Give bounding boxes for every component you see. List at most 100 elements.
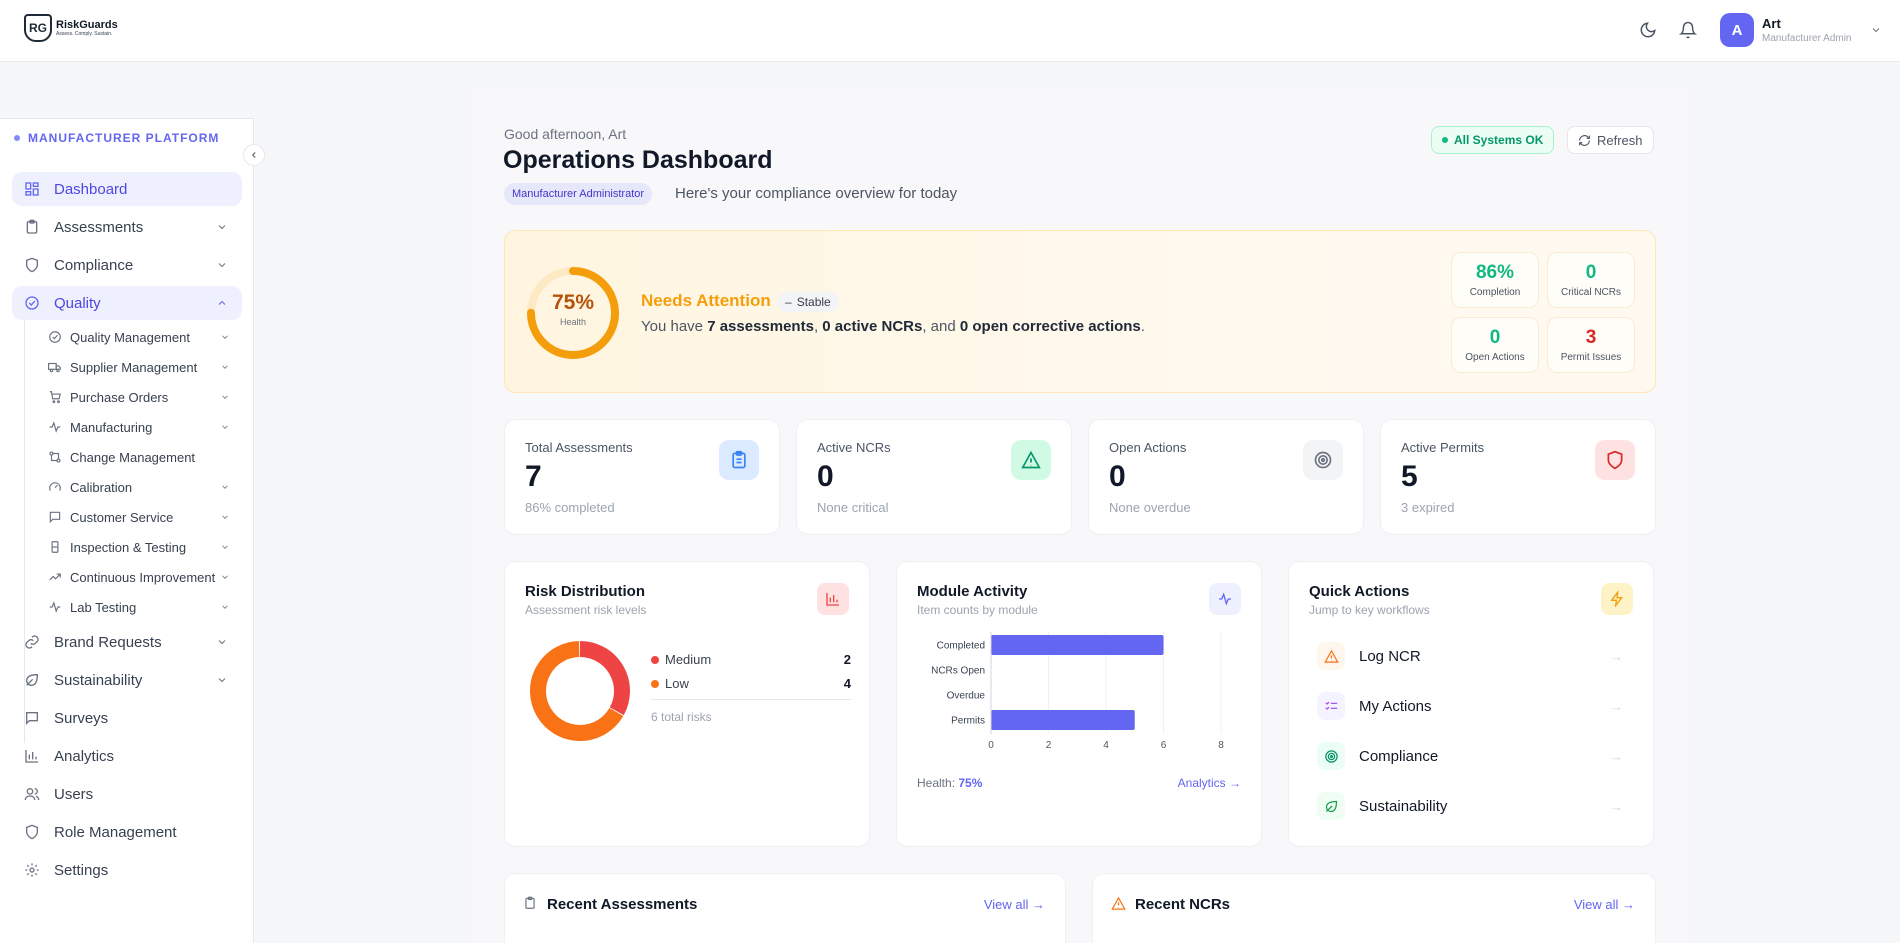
sidebar-item-label: Surveys xyxy=(54,709,109,727)
stat-card-active-ncrs[interactable]: Active NCRs 0 None critical xyxy=(796,419,1072,535)
quick-action-my-actions[interactable]: My Actions → xyxy=(1309,686,1635,726)
quick-action-log-ncr[interactable]: Log NCR → xyxy=(1309,636,1635,676)
theme-toggle-button[interactable] xyxy=(1628,12,1668,48)
sidebar-subitem-manufacturing[interactable]: Manufacturing xyxy=(48,414,236,440)
sidebar-item-surveys[interactable]: Surveys xyxy=(12,701,242,735)
shield-logo-icon: RG xyxy=(24,14,52,42)
sidebar-subitem-label: Quality Management xyxy=(70,329,190,345)
warning-icon xyxy=(1011,440,1051,480)
stat-card-total-assessments[interactable]: Total Assessments 7 86% completed xyxy=(504,419,780,535)
sidebar-subitem-inspection-testing[interactable]: Inspection & Testing xyxy=(48,534,236,560)
mini-stat-completion: 86% Completion xyxy=(1451,252,1539,308)
stat-card-open-actions[interactable]: Open Actions 0 None overdue xyxy=(1088,419,1364,535)
donut-slice-low xyxy=(530,641,624,741)
chevron-down-icon xyxy=(220,512,230,522)
x-tick-label: 4 xyxy=(1103,740,1109,751)
git-compare-icon xyxy=(48,450,62,464)
message-icon xyxy=(48,510,62,524)
donut-slice-medium xyxy=(579,641,630,716)
sidebar-subitem-change-management[interactable]: Change Management xyxy=(48,444,236,470)
clipboard-icon xyxy=(719,440,759,480)
legend-value: 2 xyxy=(843,652,851,667)
chevron-down-icon xyxy=(220,542,230,552)
stat-subtext: None critical xyxy=(817,500,889,515)
summary-prefix: You have xyxy=(641,318,708,335)
chevron-down-icon xyxy=(216,259,228,271)
refresh-label: Refresh xyxy=(1597,132,1643,148)
sidebar-item-label: Compliance xyxy=(54,256,134,274)
user-name: Art xyxy=(1762,16,1781,31)
sidebar-item-sustainability[interactable]: Sustainability xyxy=(12,663,242,697)
sidebar-item-quality[interactable]: Quality xyxy=(12,286,242,320)
sidebar-subitem-purchase-orders[interactable]: Purchase Orders xyxy=(48,384,236,410)
sidebar-item-analytics[interactable]: Analytics xyxy=(12,739,242,773)
notifications-button[interactable] xyxy=(1668,12,1708,48)
sidebar-item-brand-requests[interactable]: Brand Requests xyxy=(12,625,242,659)
stat-card-active-permits[interactable]: Active Permits 5 3 expired xyxy=(1380,419,1656,535)
x-tick-label: 0 xyxy=(988,740,994,751)
shield-icon xyxy=(24,257,40,273)
quick-action-sustainability[interactable]: Sustainability → xyxy=(1309,786,1635,826)
mini-stat-label: Open Actions xyxy=(1465,352,1525,363)
y-category-label: NCRs Open xyxy=(931,666,985,677)
stat-title: Active NCRs xyxy=(817,440,891,455)
cart-icon xyxy=(48,390,62,404)
dashboard-icon xyxy=(24,181,40,197)
sidebar-subitem-label: Purchase Orders xyxy=(70,389,169,405)
sidebar-subitem-continuous-improvement[interactable]: Continuous Improvement xyxy=(48,564,236,590)
sidebar-item-users[interactable]: Users xyxy=(12,777,242,811)
checklist-icon xyxy=(1317,692,1345,720)
sidebar-item-label: Analytics xyxy=(54,747,115,765)
avatar[interactable]: A xyxy=(1720,13,1754,47)
legend-value: 4 xyxy=(843,676,851,691)
target-icon xyxy=(1317,742,1345,770)
sidebar-subitem-quality-management[interactable]: Quality Management xyxy=(48,324,236,350)
arrow-right-icon: → xyxy=(1610,698,1623,714)
chevron-down-icon xyxy=(216,221,228,233)
lightning-icon xyxy=(1601,583,1633,615)
mini-stat-label: Critical NCRs xyxy=(1561,287,1621,298)
sidebar-subitem-calibration[interactable]: Calibration xyxy=(48,474,236,500)
systems-status-badge[interactable]: All Systems OK xyxy=(1431,126,1555,154)
moon-icon xyxy=(1640,22,1656,38)
sidebar-subitem-customer-service[interactable]: Customer Service xyxy=(48,504,236,530)
sidebar-item-role-management[interactable]: Role Management xyxy=(12,815,242,849)
sidebar-item-compliance[interactable]: Compliance xyxy=(12,248,242,282)
logo-name: RiskGuards xyxy=(56,18,118,31)
legend-dot xyxy=(651,679,659,688)
legend-dot xyxy=(651,655,659,664)
bell-icon xyxy=(1679,21,1697,39)
sidebar-subitem-supplier-management[interactable]: Supplier Management xyxy=(48,354,236,380)
chevron-down-icon xyxy=(220,332,230,342)
app-logo[interactable]: RG RiskGuards Assess. Comply. Sustain. xyxy=(24,14,118,42)
quick-action-compliance[interactable]: Compliance → xyxy=(1309,736,1635,776)
sidebar-item-assessments[interactable]: Assessments xyxy=(12,210,242,244)
sidebar-subitem-lab-testing[interactable]: Lab Testing xyxy=(48,594,236,620)
message-icon xyxy=(24,710,40,726)
summary-separator: , xyxy=(813,318,823,335)
legend-item-low: Low 4 xyxy=(651,676,851,691)
view-all-assessments-link[interactable]: View all → xyxy=(983,897,1045,912)
user-menu[interactable]: Art Manufacturer Admin xyxy=(1762,16,1870,44)
sidebar-item-settings[interactable]: Settings xyxy=(12,853,242,887)
summary-actions: 0 open corrective actions xyxy=(959,318,1141,335)
sidebar-subitem-label: Manufacturing xyxy=(70,419,153,435)
sidebar-item-dashboard[interactable]: Dashboard xyxy=(12,172,242,206)
quick-action-label: Log NCR xyxy=(1359,647,1421,665)
refresh-button[interactable]: Refresh xyxy=(1567,126,1654,154)
view-all-ncrs-link[interactable]: View all → xyxy=(1573,897,1635,912)
warning-icon xyxy=(1111,896,1126,911)
chevron-down-icon[interactable] xyxy=(1870,24,1882,36)
sidebar-item-label: Assessments xyxy=(54,218,144,236)
analytics-link[interactable]: Analytics → xyxy=(1177,776,1241,790)
stat-value: 5 xyxy=(1401,460,1418,493)
collapse-sidebar-button[interactable] xyxy=(243,144,265,166)
sidebar-item-label: Dashboard xyxy=(54,180,128,198)
arrow-right-icon: → xyxy=(1610,748,1623,764)
stat-value: 7 xyxy=(525,460,542,493)
test-tube-icon xyxy=(48,540,62,554)
sidebar-item-label: Sustainability xyxy=(54,671,143,689)
bar-chart-icon xyxy=(817,583,849,615)
role-badge: Manufacturer Administrator xyxy=(504,183,653,205)
target-icon xyxy=(1303,440,1343,480)
